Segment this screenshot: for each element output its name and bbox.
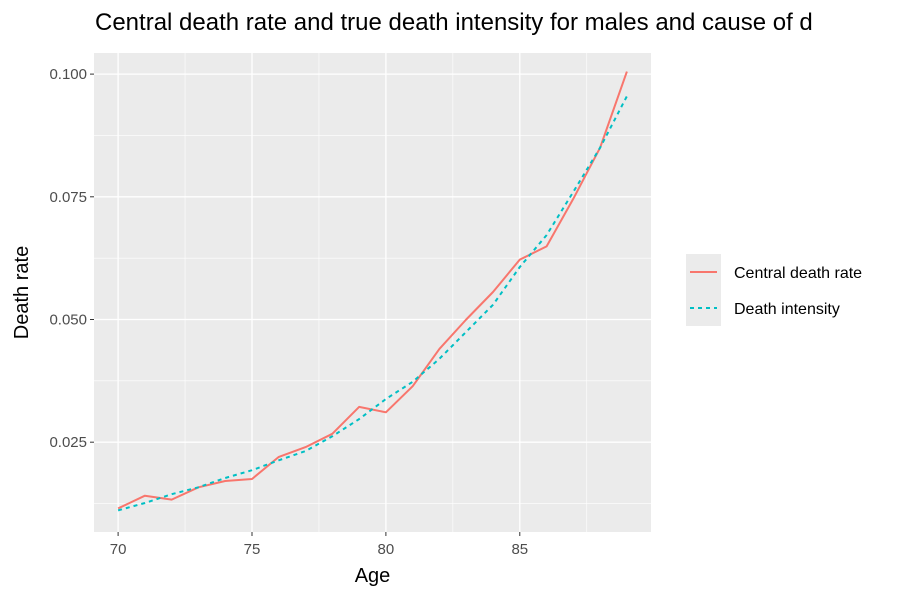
legend-label-1: Central death rate <box>734 265 862 282</box>
x-tick-label: 85 <box>511 541 528 558</box>
y-tick-label: 0.050 <box>49 311 87 328</box>
plot-panel <box>94 53 651 532</box>
legend-label-2: Death intensity <box>734 301 840 318</box>
y-tick-label: 0.025 <box>49 434 87 451</box>
y-tick-label: 0.100 <box>49 66 87 83</box>
x-axis-title: Age <box>355 565 391 587</box>
x-tick-label: 75 <box>244 541 261 558</box>
x-tick-label: 70 <box>110 541 127 558</box>
chart-title: Central death rate and true death intens… <box>95 9 813 36</box>
series-line-2 <box>117 95 628 512</box>
x-tick-label: 80 <box>378 541 395 558</box>
legend: Central death rate Death intensity <box>686 254 862 326</box>
y-tick-label: 0.075 <box>49 189 87 206</box>
y-axis-title: Death rate <box>11 246 33 339</box>
